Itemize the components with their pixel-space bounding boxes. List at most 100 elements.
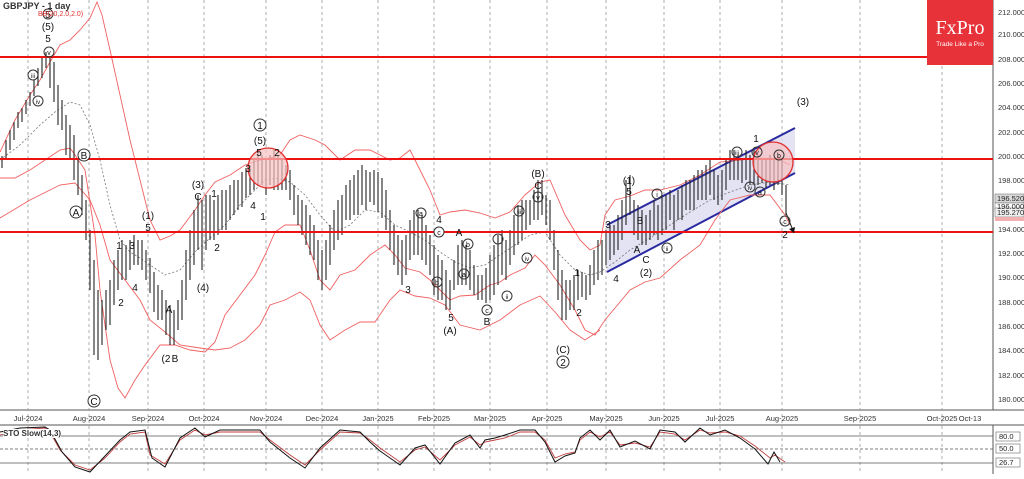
price-tag-2: 196.000 bbox=[997, 202, 1024, 211]
svg-text:1: 1 bbox=[753, 134, 759, 145]
svg-text:(A): (A) bbox=[443, 326, 456, 337]
svg-text:c: c bbox=[783, 219, 787, 226]
svg-text:1: 1 bbox=[574, 268, 580, 279]
svg-text:Jul-2024: Jul-2024 bbox=[14, 414, 43, 423]
svg-text:5: 5 bbox=[45, 10, 51, 21]
svg-text:C: C bbox=[194, 192, 201, 203]
svg-text:3: 3 bbox=[405, 285, 411, 296]
svg-text:(5): (5) bbox=[42, 22, 54, 33]
svg-text:(C): (C) bbox=[556, 345, 570, 356]
svg-text:2: 2 bbox=[118, 298, 124, 309]
svg-text:5: 5 bbox=[256, 148, 262, 159]
svg-text:c: c bbox=[485, 308, 489, 315]
svg-text:(4): (4) bbox=[197, 283, 209, 294]
svg-text:Oct-2025: Oct-2025 bbox=[927, 414, 958, 423]
svg-text:iii: iii bbox=[735, 151, 739, 157]
svg-text:(2: (2 bbox=[162, 354, 171, 365]
svg-text:(3): (3) bbox=[797, 97, 809, 108]
svg-text:184.000: 184.000 bbox=[998, 346, 1024, 355]
svg-text:ii: ii bbox=[506, 295, 509, 301]
svg-text:Oct-13: Oct-13 bbox=[959, 414, 982, 423]
svg-text:C: C bbox=[90, 397, 97, 408]
svg-text:Aug-2025: Aug-2025 bbox=[766, 414, 799, 423]
svg-text:192.000: 192.000 bbox=[998, 249, 1024, 258]
svg-text:4: 4 bbox=[436, 215, 442, 226]
svg-text:Feb-2025: Feb-2025 bbox=[418, 414, 450, 423]
svg-text:1: 1 bbox=[116, 241, 122, 252]
svg-text:206.000: 206.000 bbox=[998, 79, 1024, 88]
svg-text:v: v bbox=[536, 195, 540, 202]
svg-text:2: 2 bbox=[274, 148, 280, 159]
fxpro-logo: FxPro Trade Like a Pro bbox=[927, 0, 993, 65]
price-channel-fill bbox=[607, 128, 795, 272]
svg-text:i: i bbox=[656, 192, 658, 199]
svg-text:(1): (1) bbox=[142, 211, 154, 222]
stoch-level-80: 80.0 bbox=[999, 432, 1014, 441]
svg-text:v: v bbox=[755, 150, 759, 157]
price-tag-3: 195.270 bbox=[997, 208, 1024, 217]
svg-text:Sep-2025: Sep-2025 bbox=[844, 414, 877, 423]
svg-text:B: B bbox=[484, 317, 491, 328]
svg-text:2: 2 bbox=[576, 308, 582, 319]
svg-text:Jul-2025: Jul-2025 bbox=[706, 414, 735, 423]
svg-text:5: 5 bbox=[45, 34, 51, 45]
bollinger-label: BB(20,2.0,2.0) bbox=[38, 11, 84, 18]
svg-text:Aug-2024: Aug-2024 bbox=[73, 414, 106, 423]
svg-text:2: 2 bbox=[560, 358, 566, 369]
svg-text:C: C bbox=[642, 255, 649, 266]
svg-text:B: B bbox=[637, 216, 644, 227]
stoch-level-50: 50.0 bbox=[999, 444, 1014, 453]
svg-text:(2): (2) bbox=[640, 268, 652, 279]
svg-text:3: 3 bbox=[245, 164, 251, 175]
svg-text:2: 2 bbox=[782, 230, 788, 241]
logo-brand: FxPro bbox=[935, 17, 985, 39]
svg-text:182.000: 182.000 bbox=[998, 371, 1024, 380]
svg-text:iv: iv bbox=[36, 100, 40, 106]
svg-text:iii: iii bbox=[517, 210, 521, 216]
svg-text:210.000: 210.000 bbox=[998, 30, 1024, 39]
stoch-level-26: 26.7 bbox=[999, 458, 1014, 467]
chart-title: GBPJPY - 1 day bbox=[3, 1, 71, 11]
highlight-circle-aug bbox=[752, 141, 794, 183]
svg-text:b: b bbox=[777, 153, 781, 160]
svg-text:iv: iv bbox=[748, 186, 752, 192]
svg-text:a: a bbox=[758, 190, 762, 197]
svg-text:B: B bbox=[81, 151, 88, 162]
svg-text:202.000: 202.000 bbox=[998, 128, 1024, 137]
svg-text:180.000: 180.000 bbox=[998, 395, 1024, 404]
svg-text:5: 5 bbox=[145, 223, 151, 234]
price-tag-1: 196.520 bbox=[997, 194, 1024, 203]
svg-text:a: a bbox=[462, 272, 466, 279]
logo-tagline: Trade Like a Pro bbox=[936, 41, 984, 48]
svg-text:Oct-2024: Oct-2024 bbox=[189, 414, 220, 423]
svg-text:A: A bbox=[456, 228, 463, 239]
svg-text:B: B bbox=[172, 354, 179, 365]
price-tags bbox=[994, 193, 1024, 221]
svg-text:Apr-2025: Apr-2025 bbox=[532, 414, 563, 423]
wave-labels: (5) 5 5 v iii iv B A C (1) 5 1 3 4 2 A (… bbox=[27, 8, 809, 408]
svg-text:Mar-2025: Mar-2025 bbox=[474, 414, 506, 423]
svg-text:4: 4 bbox=[250, 201, 256, 212]
channel-lower-line bbox=[606, 172, 796, 273]
svg-text:c: c bbox=[437, 230, 441, 237]
svg-text:May-2025: May-2025 bbox=[589, 414, 622, 423]
svg-text:(1): (1) bbox=[623, 176, 635, 187]
svg-text:C: C bbox=[534, 181, 541, 192]
svg-text:198.000: 198.000 bbox=[998, 176, 1024, 185]
svg-text:1: 1 bbox=[211, 189, 217, 200]
svg-text:(5): (5) bbox=[254, 136, 266, 147]
svg-text:Jun-2025: Jun-2025 bbox=[648, 414, 679, 423]
svg-text:(B): (B) bbox=[531, 169, 544, 180]
svg-text:212.000: 212.000 bbox=[998, 8, 1024, 17]
bollinger-middle-band bbox=[0, 101, 791, 276]
stochastic-panel bbox=[0, 426, 1021, 473]
svg-text:190.000: 190.000 bbox=[998, 273, 1024, 282]
svg-text:b: b bbox=[466, 242, 470, 249]
svg-text:186.000: 186.000 bbox=[998, 322, 1024, 331]
svg-text:Nov-2024: Nov-2024 bbox=[250, 414, 283, 423]
svg-text:Dec-2024: Dec-2024 bbox=[306, 414, 339, 423]
price-axis: 212.000 210.000 208.000 206.000 204.000 … bbox=[998, 8, 1024, 404]
svg-text:5: 5 bbox=[626, 187, 632, 198]
